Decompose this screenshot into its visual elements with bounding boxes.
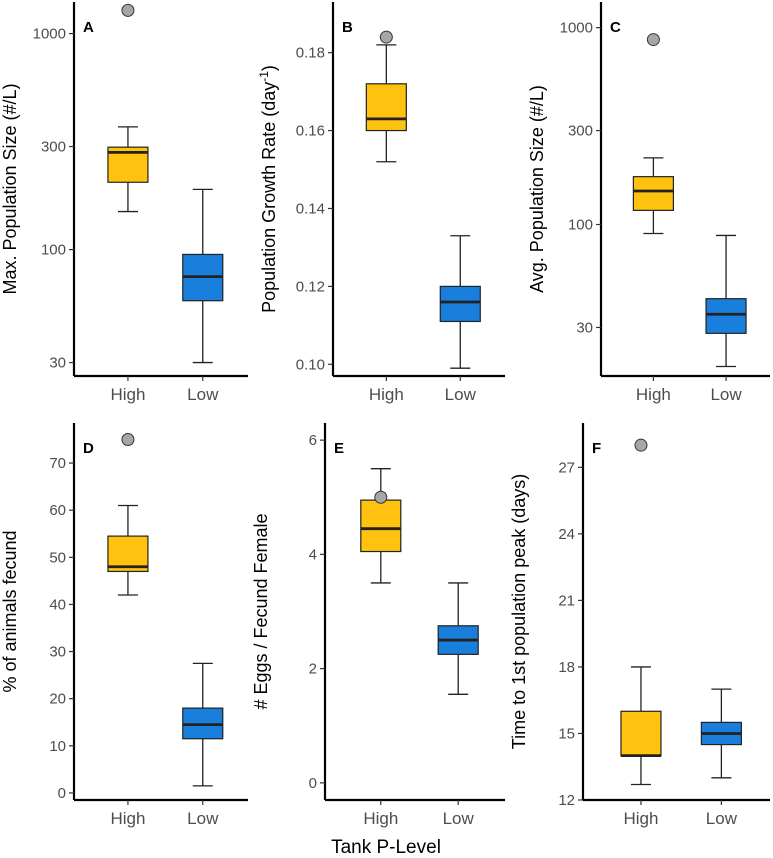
x-tick-label-high: High [623, 809, 658, 828]
outlier-point [634, 438, 648, 452]
y-axis-title: Max. Population Size (#/L) [0, 83, 20, 294]
x-tick-label-low: Low [187, 809, 219, 828]
y-tick-label: 100 [41, 242, 66, 259]
y-tick-label: 60 [49, 502, 66, 519]
y-tick-label: 300 [41, 139, 66, 156]
y-axis-title: # Eggs / Fecund Female [251, 513, 271, 709]
x-tick-label-low: Low [187, 385, 219, 404]
box-high [107, 432, 149, 596]
x-tick-label-low: Low [710, 385, 742, 404]
box-iqr [620, 710, 662, 757]
y-tick-label: 0.14 [296, 200, 325, 217]
y-axis-title-superscript: -1 [257, 71, 271, 82]
y-tick-label: 27 [558, 459, 575, 476]
y-tick-label: 30 [576, 319, 593, 336]
y-tick-label: 300 [568, 123, 593, 140]
y-tick-label: 50 [49, 549, 66, 566]
y-axis-title: Avg. Population Size (#/L) [527, 85, 547, 293]
box-iqr [705, 298, 747, 334]
y-axis-title-tail: ) [259, 65, 279, 71]
x-tick-label-low: Low [443, 809, 475, 828]
y-tick-label: 30 [49, 355, 66, 372]
box-low [439, 235, 481, 369]
x-tick-label-high: High [110, 809, 145, 828]
y-tick-label: 15 [558, 725, 575, 742]
y-axis-title-text: Time to 1st population peak (days) [509, 474, 529, 749]
x-tick-label-high: High [363, 809, 398, 828]
box-high [107, 3, 149, 213]
y-tick-label: 40 [49, 596, 66, 613]
box-low [700, 688, 742, 779]
box-low [182, 662, 224, 787]
y-tick-label: 0.12 [296, 278, 325, 295]
panel-b: 0.10 0.12 0.14 0.16 0.18 High Low Population Gr… [257, 2, 505, 404]
y-tick-label: 100 [568, 217, 593, 234]
box-iqr [439, 285, 481, 323]
outlier-point [121, 3, 135, 17]
panel-a: 30 100 300 1000 High Low Max. Population Size … [0, 2, 248, 404]
panel-letter: F [592, 440, 601, 457]
box-high [360, 468, 402, 584]
y-tick-label: 10 [49, 738, 66, 755]
y-tick-label: 0.18 [296, 45, 325, 62]
outlier-point [374, 490, 388, 504]
y-tick-label: 0.16 [296, 123, 325, 140]
panel-f: 12 15 18 21 24 27 High Low Time to 1st populatio… [509, 423, 770, 828]
outlier-point [379, 30, 393, 44]
y-tick-label: 30 [49, 644, 66, 661]
box-high [632, 33, 674, 235]
panel-letter: B [342, 19, 353, 36]
box-low [705, 234, 747, 368]
y-tick-label: 1000 [33, 26, 66, 43]
x-tick-label-high: High [110, 385, 145, 404]
y-axis-title: Population Growth Rate (day-1) [257, 65, 279, 313]
y-tick-label: 0 [309, 775, 317, 792]
x-tick-label-high: High [369, 385, 404, 404]
box-iqr [365, 83, 407, 132]
y-tick-label: 20 [49, 691, 66, 708]
x-tick-label-high: High [636, 385, 671, 404]
outlier-point [646, 33, 660, 47]
panel-letter: D [83, 440, 94, 457]
panel-letter: A [83, 19, 94, 36]
box-low [182, 188, 224, 364]
box-low [437, 582, 479, 695]
panel-letter: E [334, 440, 344, 457]
y-tick-label: 70 [49, 455, 66, 472]
y-axis-title: % of animals fecund [0, 530, 20, 692]
y-tick-label: 0 [58, 785, 66, 802]
y-axis-title-text: Avg. Population Size (#/L) [527, 85, 547, 293]
y-tick-label: 6 [309, 432, 317, 449]
y-axis-title-text: Max. Population Size (#/L) [0, 83, 20, 294]
box-high [620, 438, 662, 786]
y-tick-label: 4 [309, 546, 317, 563]
panel-e: 0 2 4 6 High Low # Eggs / Fecund Female E [251, 423, 505, 828]
y-tick-label: 21 [558, 592, 575, 609]
y-axis-title-text: # Eggs / Fecund Female [251, 513, 271, 709]
panel-letter: C [610, 19, 621, 36]
panel-d: 0 10 20 30 40 50 60 70 High Low % of animals fecun… [0, 423, 248, 828]
y-tick-label: 0.10 [296, 356, 325, 373]
x-tick-label-low: Low [706, 809, 738, 828]
box-high [365, 30, 407, 163]
x-axis-title: Tank P-Level [331, 837, 441, 858]
y-axis-title-text: Population Growth Rate (day [259, 82, 279, 313]
y-axis-title: Time to 1st population peak (days) [509, 474, 529, 749]
box-iqr [632, 176, 674, 211]
y-tick-label: 24 [558, 526, 575, 543]
y-tick-label: 1000 [560, 20, 593, 37]
y-tick-label: 12 [558, 792, 575, 809]
outlier-point [121, 432, 135, 446]
panel-c: 30 100 300 1000 High Low Avg. Population Size … [527, 2, 770, 404]
x-tick-label-low: Low [445, 385, 477, 404]
y-axis-title-text: % of animals fecund [0, 530, 20, 692]
box-iqr [360, 499, 402, 553]
y-tick-label: 18 [558, 659, 575, 676]
y-tick-label: 2 [309, 661, 317, 678]
